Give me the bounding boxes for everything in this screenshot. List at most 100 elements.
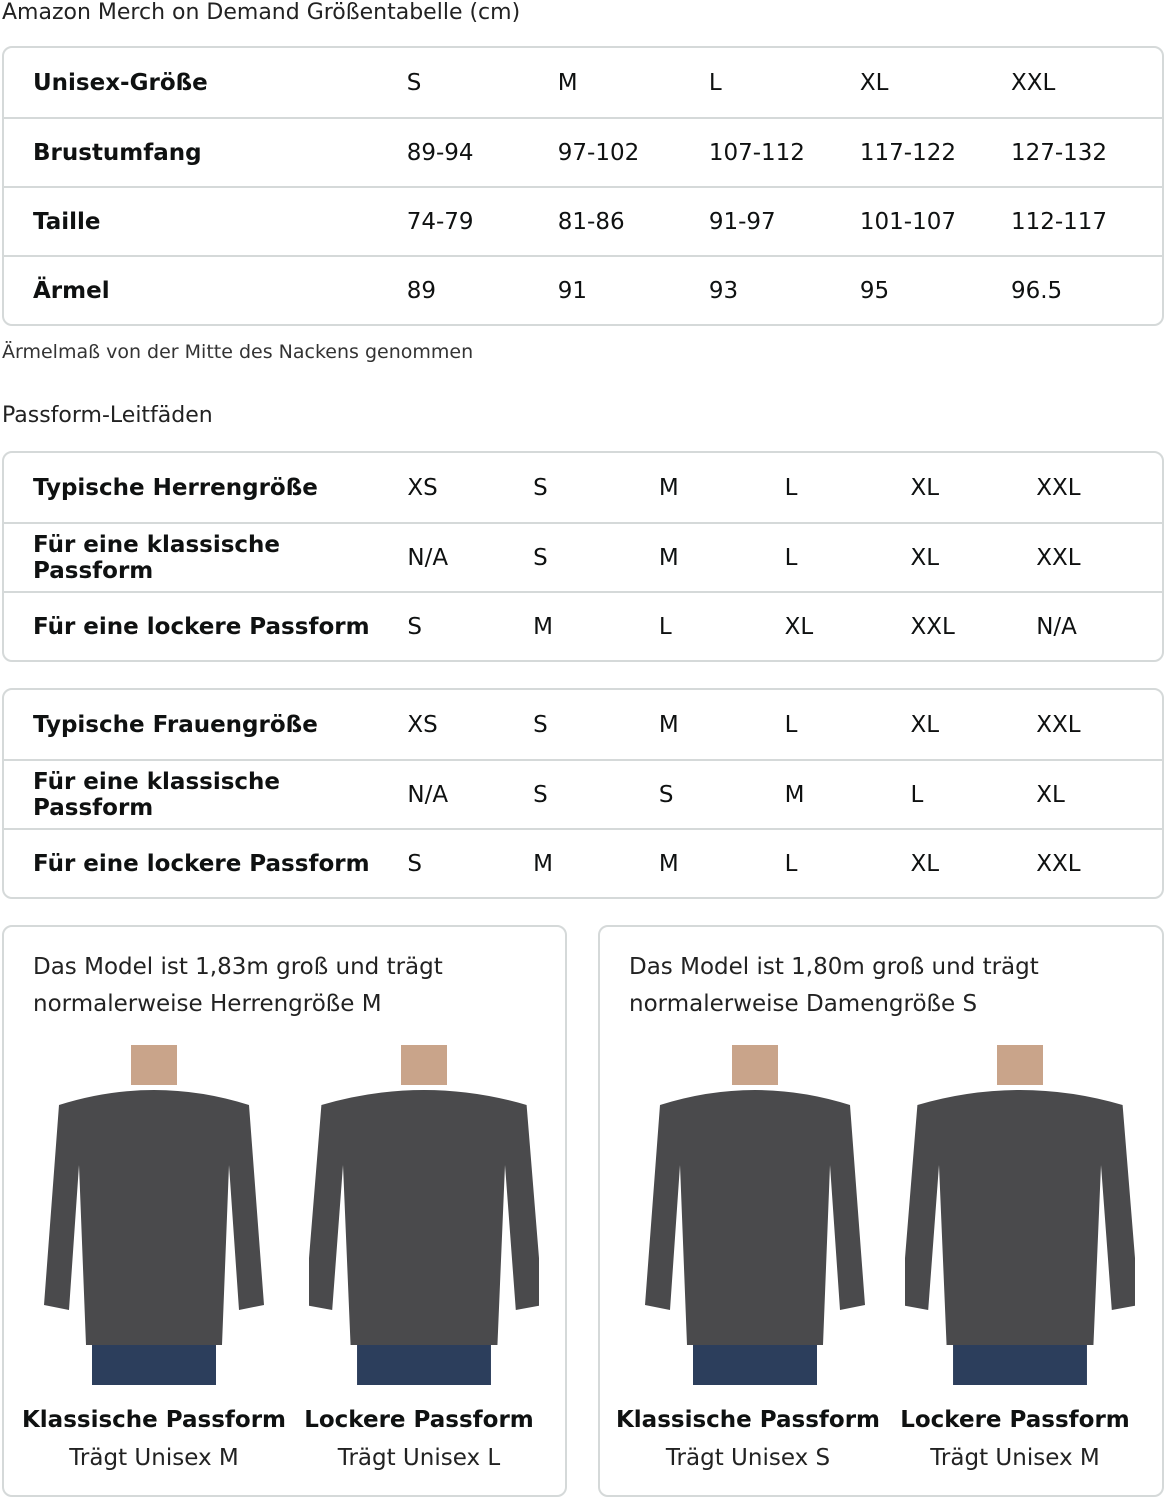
table-row: Typische Frauengröße XS S M L XL XXL (4, 690, 1162, 759)
table-cell: 89 (406, 277, 436, 304)
table-cell: N/A (407, 781, 449, 808)
table-cell: XXL (1010, 69, 1056, 96)
fit-caption-size: Trägt Unisex M (930, 1445, 1100, 1471)
table-cell: XXL (1036, 544, 1081, 571)
table-cell: 91-97 (708, 208, 776, 235)
unisex-size-table: Unisex-Größe S M L XL XXL Brustumfang 89-94 97-1… (2, 46, 1164, 326)
row-label: Taille (33, 208, 101, 235)
fit-caption-title: Klassische Passform (21, 1407, 287, 1433)
table-cell: 74-79 (406, 208, 474, 235)
fit-caption: Lockere Passform Trägt Unisex M (880, 1407, 1150, 1471)
table-cell: 81-86 (557, 208, 625, 235)
table-cell: S (533, 544, 548, 571)
row-label: Typische Frauengröße (33, 711, 318, 738)
table-row: Für eine lockere Passform S M L XL XXL N/A (4, 591, 1162, 660)
row-label: Brustumfang (33, 139, 202, 166)
fit-caption: Klassische Passform Trägt Unisex M (19, 1407, 289, 1471)
fit-caption-size: Trägt Unisex M (69, 1445, 239, 1471)
women-model-card: Das Model ist 1,80m groß und trägt norma… (598, 925, 1164, 1497)
table-cell: XL (910, 544, 940, 571)
table-cell: N/A (407, 544, 449, 571)
table-cell: S (407, 613, 422, 640)
table-row: Brustumfang 89-94 97-102 107-112 117-122 127-… (4, 117, 1162, 186)
men-fit-table: Typische Herrengröße XS S M L XL XXL Für eine k… (2, 451, 1164, 662)
women-fit-table: Typische Frauengröße XS S M L XL XXL Für eine k… (2, 688, 1164, 899)
model-description: Das Model ist 1,83m groß und trägt norma… (33, 954, 443, 1017)
table-cell: XL (859, 69, 889, 96)
table-cell: L (658, 613, 672, 640)
table-cell: 107-112 (708, 139, 805, 166)
table-row: Ärmel 89 91 93 95 96.5 (4, 255, 1162, 324)
table-cell: M (658, 711, 679, 738)
table-row: Für eine klassische Passform N/A S M L XL XXL (4, 522, 1162, 591)
table-cell: 95 (859, 277, 890, 304)
table-cell: 127-132 (1010, 139, 1108, 166)
table-cell: XXL (1036, 474, 1081, 501)
fit-caption-size: Trägt Unisex L (337, 1445, 501, 1471)
row-label: Typische Herrengröße (33, 474, 318, 501)
row-label: Unisex-Größe (33, 69, 208, 96)
fit-caption: Klassische Passform Trägt Unisex S (613, 1407, 883, 1471)
table-cell: L (910, 781, 924, 808)
table-cell: S (533, 474, 548, 501)
table-cell: 117-122 (859, 139, 957, 166)
model-photo (305, 1045, 543, 1385)
table-row: Unisex-Größe S M L XL XXL (4, 48, 1162, 117)
table-cell: L (784, 711, 798, 738)
table-cell: XL (910, 850, 940, 877)
table-row: Taille 74-79 81-86 91-97 101-107 112-117 (4, 186, 1162, 255)
page-title: Amazon Merch on Demand Größentabelle (cm… (2, 0, 521, 25)
table-cell: 112-117 (1010, 208, 1108, 235)
table-cell: S (406, 69, 422, 96)
table-cell: S (658, 781, 674, 808)
table-cell: M (533, 613, 553, 640)
table-cell: 97-102 (557, 139, 640, 166)
table-cell: L (784, 544, 798, 571)
table-cell: M (658, 850, 679, 877)
fit-guide-title: Passform-Leitfäden (2, 403, 213, 428)
model-description: Das Model ist 1,80m groß und trägt norma… (629, 954, 1039, 1017)
table-cell: XXL (1036, 850, 1081, 877)
table-cell: XL (910, 474, 940, 501)
fit-caption-size: Trägt Unisex S (665, 1445, 831, 1471)
table-cell: XL (784, 613, 814, 640)
table-cell: M (658, 544, 679, 571)
table-cell: XL (910, 711, 940, 738)
table-row: Für eine lockere Passform S M M L XL XXL (4, 828, 1162, 897)
men-model-card: Das Model ist 1,83m groß und trägt norma… (2, 925, 567, 1497)
table-cell: M (658, 474, 679, 501)
table-cell: M (533, 850, 553, 877)
row-label: Für eine klassische Passform (33, 531, 281, 584)
table-cell: 93 (708, 277, 739, 304)
table-cell: XS (407, 474, 438, 501)
fit-caption-title: Lockere Passform (900, 1407, 1130, 1433)
table-cell: XL (1036, 781, 1065, 808)
fit-caption-title: Klassische Passform (615, 1407, 881, 1433)
fit-caption: Lockere Passform Trägt Unisex L (284, 1407, 554, 1471)
table-cell: L (784, 850, 798, 877)
fit-caption-title: Lockere Passform (304, 1407, 534, 1433)
table-cell: M (557, 69, 578, 96)
table-cell: S (407, 850, 422, 877)
table-cell: XXL (1036, 711, 1081, 738)
table-cell: 89-94 (406, 139, 474, 166)
table-cell: XXL (910, 613, 955, 640)
row-label: Für eine lockere Passform (33, 850, 370, 877)
row-label: Ärmel (33, 277, 110, 304)
sleeve-note: Ärmelmaß von der Mitte des Nackens genom… (2, 341, 474, 363)
table-cell: S (533, 711, 548, 738)
row-label: Für eine klassische Passform (33, 768, 281, 821)
row-label: Für eine lockere Passform (33, 613, 370, 640)
table-cell: L (708, 69, 722, 96)
table-cell: L (784, 474, 798, 501)
table-cell: S (533, 781, 548, 808)
table-cell: 91 (557, 277, 588, 304)
model-photo (640, 1045, 870, 1385)
table-cell: N/A (1036, 613, 1077, 640)
table-row: Typische Herrengröße XS S M L XL XXL (4, 453, 1162, 522)
table-cell: 101-107 (859, 208, 957, 235)
model-photo (39, 1045, 269, 1385)
table-cell: 96.5 (1010, 277, 1063, 304)
model-photo (901, 1045, 1139, 1385)
table-cell: M (784, 781, 805, 808)
